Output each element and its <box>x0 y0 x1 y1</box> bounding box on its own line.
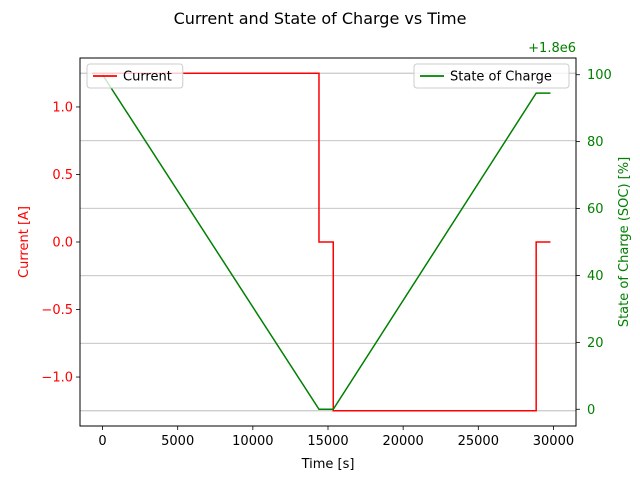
x-tick-label: 30000 <box>533 434 574 449</box>
y-right-tick-label: 20 <box>587 336 604 351</box>
legend-label: Current <box>123 70 172 85</box>
x-axis-label: Time [s] <box>301 457 355 472</box>
y-axis-label-right: State of Charge (SOC) [%] <box>617 157 632 327</box>
legend-box <box>86 63 184 89</box>
y-right-tick-label: 0 <box>587 403 595 418</box>
y-left-tick-label: 0.0 <box>52 236 73 251</box>
series-line-current <box>92 72 551 412</box>
chart-title: Current and State of Charge vs Time <box>174 9 467 28</box>
y-axis-label-left: Current [A] <box>17 206 32 278</box>
right-axis-offset-text: +1.8e6 <box>528 41 576 56</box>
y-left-tick-label: −1.0 <box>41 371 73 386</box>
axes: 0 5000 10000 15000 20000 25000 30000 1.0 0.5 0.0 −… <box>41 68 611 449</box>
legend-upper-right: State of Charge <box>413 63 570 89</box>
legends: Current State of Charge <box>86 63 570 89</box>
legend-upper-left: Current <box>86 63 184 89</box>
x-tick-label: 20000 <box>382 434 423 449</box>
y-left-tick-label: −0.5 <box>41 303 73 318</box>
x-tick-label: 25000 <box>458 434 499 449</box>
y-right-tick-label: 100 <box>587 68 612 83</box>
y-right-tick-label: 80 <box>587 135 604 150</box>
legend-box <box>413 63 570 89</box>
y-left-tick-label: 0.5 <box>52 168 73 183</box>
y-right-tick-label: 40 <box>587 269 604 284</box>
x-tick-label: 0 <box>98 434 106 449</box>
x-tick-label: 5000 <box>161 434 194 449</box>
x-tick-label: 10000 <box>232 434 273 449</box>
y-right-tick-label: 60 <box>587 202 604 217</box>
y-left-tick-label: 1.0 <box>52 100 73 115</box>
x-tick-label: 15000 <box>307 434 348 449</box>
series-line-state-of-charge <box>101 74 551 411</box>
legend-label: State of Charge <box>450 70 552 85</box>
series-layer <box>92 72 551 412</box>
